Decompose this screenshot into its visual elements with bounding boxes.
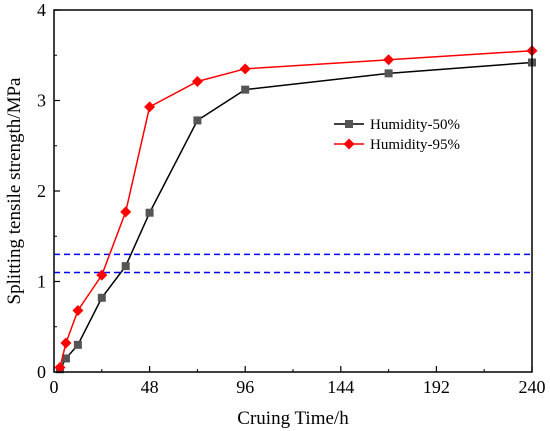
legend-marker: [343, 138, 355, 150]
data-point: [384, 69, 393, 78]
legend-label: Humidity-95%: [370, 137, 460, 153]
legend-item: Humidity-50%: [334, 117, 460, 133]
data-point: [73, 340, 82, 349]
data-point: [72, 304, 84, 316]
data-point: [60, 337, 72, 349]
series-2: [54, 45, 538, 373]
data-point: [239, 63, 251, 75]
y-tick-label: 3: [37, 91, 46, 111]
x-tick-label: 48: [141, 377, 159, 397]
data-point: [61, 354, 70, 363]
plot-area: [54, 10, 532, 372]
y-tick-label: 2: [37, 181, 46, 201]
data-point: [191, 75, 203, 87]
data-point: [193, 116, 202, 125]
legend: Humidity-50% Humidity-95%: [334, 117, 460, 153]
x-tick-label: 96: [236, 377, 254, 397]
legend-item: Humidity-95%: [334, 137, 460, 153]
data-point: [145, 208, 154, 217]
y-tick-label: 1: [37, 272, 46, 292]
x-tick-label: 240: [519, 377, 546, 397]
y-axis-title: Splitting tensile strength/MPa: [4, 77, 25, 305]
x-tick-label: 0: [50, 377, 59, 397]
y-tick-label: 0: [37, 362, 46, 382]
legend-label: Humidity-50%: [370, 117, 460, 133]
y-tick-label: 4: [37, 0, 46, 20]
x-tick-label: 144: [327, 377, 354, 397]
data-point: [121, 262, 130, 271]
data-point: [54, 361, 66, 373]
x-tick-label: 192: [423, 377, 450, 397]
series-line: [59, 61, 533, 370]
data-point: [96, 269, 108, 281]
data-point: [144, 101, 156, 113]
data-point: [383, 54, 395, 66]
data-point: [120, 206, 132, 218]
series-line: [59, 49, 533, 368]
data-point: [241, 85, 250, 94]
x-axis-title: Cruing Time/h: [237, 408, 349, 429]
data-point: [97, 293, 106, 302]
axes: 0 48 96 144 192 240 0 1 2 3 4: [37, 0, 546, 397]
legend-marker: [345, 120, 353, 128]
series-group: [54, 45, 538, 374]
